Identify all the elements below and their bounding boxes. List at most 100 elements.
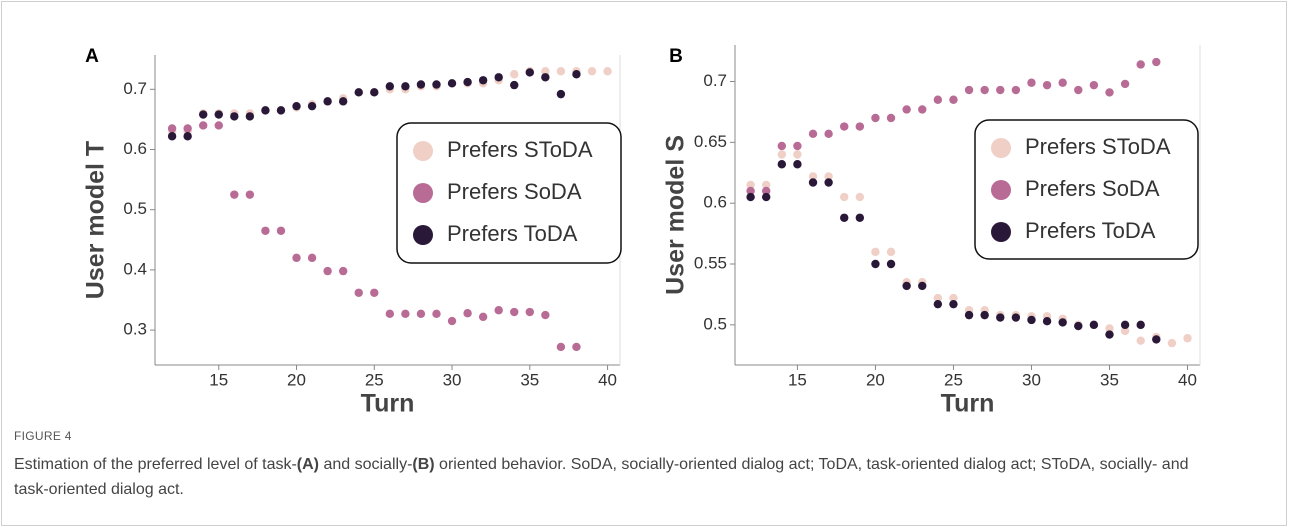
data-point: [572, 70, 581, 79]
caption-ref: (B): [412, 456, 435, 473]
data-point: [572, 342, 581, 352]
y-tick-label: 0.6: [123, 139, 147, 158]
legend-label: Prefers SoDA: [447, 179, 582, 204]
data-point: [777, 160, 787, 169]
panel-label: B: [669, 46, 683, 67]
panel-label: A: [85, 46, 99, 67]
data-point: [261, 106, 270, 115]
figure-label: FIGURE 4: [14, 429, 72, 443]
data-point: [510, 70, 519, 79]
data-point: [307, 101, 317, 111]
data-point: [478, 312, 488, 322]
x-tick-label: 25: [365, 370, 384, 389]
y-tick-label: 0.3: [123, 320, 147, 339]
data-point: [323, 97, 332, 106]
caption-ref: (A): [296, 456, 320, 473]
data-point: [307, 253, 317, 263]
data-point: [432, 80, 441, 89]
data-point: [1136, 60, 1145, 69]
data-point: [746, 186, 755, 196]
data-point: [1105, 88, 1114, 97]
x-tick-label: 35: [520, 370, 539, 389]
data-point: [494, 306, 503, 315]
legend-label: Prefers ToDA: [1025, 218, 1156, 243]
data-point: [918, 105, 927, 114]
data-point: [416, 309, 426, 319]
data-point: [338, 266, 348, 276]
data-point: [261, 226, 270, 235]
x-tick-label: 40: [598, 370, 617, 389]
x-tick-label: 35: [1100, 370, 1119, 389]
data-point: [525, 68, 534, 77]
data-point: [1074, 321, 1083, 331]
data-point: [494, 73, 503, 82]
data-point: [933, 95, 943, 104]
data-point: [964, 85, 974, 95]
data-point: [996, 313, 1005, 322]
data-point: [1042, 80, 1052, 90]
data-point: [447, 79, 457, 88]
data-point: [762, 180, 771, 190]
data-point: [199, 121, 208, 130]
legend-label: Prefers SToDA: [1025, 134, 1171, 159]
data-point: [1152, 57, 1161, 67]
legend-label: Prefers SToDA: [447, 137, 593, 162]
data-point: [1120, 326, 1130, 336]
data-point: [762, 192, 771, 202]
legend-marker: [991, 138, 1011, 158]
data-point: [1120, 320, 1130, 330]
data-point: [808, 178, 818, 187]
data-point: [214, 110, 223, 119]
legend-marker: [991, 222, 1011, 242]
data-point: [886, 247, 896, 257]
data-point: [746, 180, 755, 190]
data-point: [292, 101, 301, 111]
data-point: [603, 67, 612, 76]
y-tick-label: 0.55: [694, 253, 727, 272]
data-point: [370, 288, 379, 297]
data-point: [183, 124, 192, 133]
x-axis-label: Turn: [941, 390, 995, 418]
data-point: [840, 192, 849, 202]
x-tick-label: 20: [287, 370, 306, 389]
data-point: [793, 141, 802, 151]
data-point: [276, 106, 286, 115]
legend-box: [974, 119, 1199, 260]
data-point: [1105, 330, 1114, 339]
data-point: [777, 141, 787, 151]
data-point: [510, 80, 519, 90]
data-point: [949, 299, 958, 309]
caption-text: oriented behavior. SoDA, socially-orient…: [14, 456, 1189, 498]
data-point: [808, 172, 818, 181]
data-point: [385, 309, 395, 319]
legend-marker: [413, 225, 433, 245]
data-point: [556, 342, 566, 352]
y-axis-label: User model T: [82, 141, 110, 299]
data-point: [824, 172, 833, 181]
y-tick-label: 0.5: [123, 199, 147, 218]
data-point: [886, 259, 896, 269]
data-point: [463, 77, 472, 87]
data-point: [230, 190, 239, 199]
data-point: [762, 186, 771, 196]
data-point: [980, 85, 989, 95]
data-point: [871, 259, 880, 269]
data-point: [478, 76, 488, 85]
data-point: [855, 213, 865, 222]
data-point: [167, 124, 177, 133]
y-tick-label: 0.4: [123, 259, 147, 278]
data-point: [824, 129, 833, 139]
data-point: [385, 82, 395, 91]
x-tick-label: 15: [788, 370, 807, 389]
x-tick-label: 40: [1178, 370, 1197, 389]
data-point: [401, 309, 410, 319]
data-point: [245, 112, 255, 121]
data-point: [338, 97, 348, 106]
data-point: [808, 129, 818, 139]
data-point: [354, 88, 363, 97]
data-point: [167, 132, 177, 141]
x-tick-label: 25: [944, 370, 963, 389]
data-point: [949, 293, 958, 303]
data-point: [214, 121, 223, 130]
data-point: [1011, 313, 1021, 322]
